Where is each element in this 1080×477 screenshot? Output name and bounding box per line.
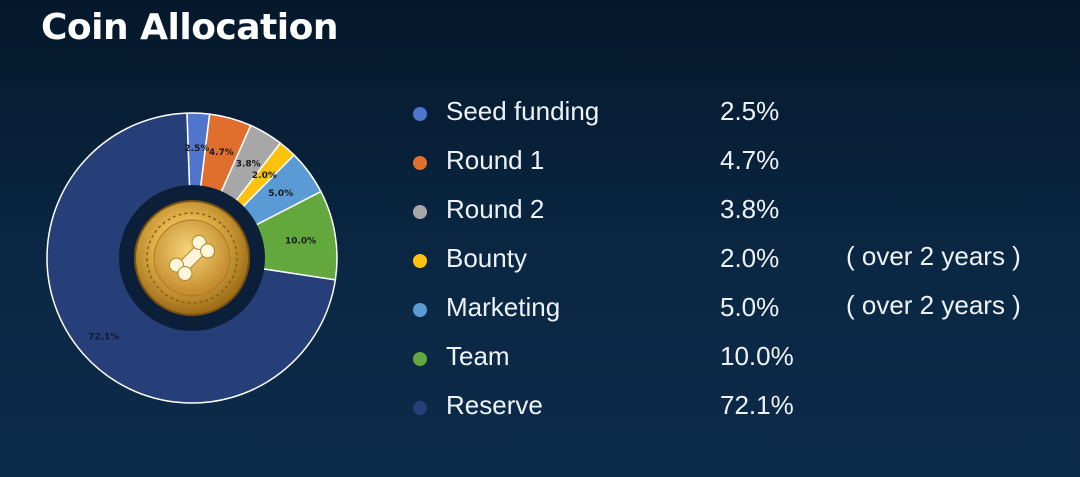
legend-marker-icon: [413, 401, 427, 415]
slice-data-label: 10.0%: [285, 236, 316, 246]
legend-value: 2.5%: [720, 96, 780, 126]
legend-label: Marketing: [446, 292, 561, 322]
legend-item: Reserve 72.1%: [408, 385, 1068, 434]
legend-note: ( over 2 years ): [846, 290, 1021, 320]
legend-value: 10.0%: [720, 341, 794, 371]
slice-data-label: 4.7%: [209, 148, 234, 158]
slice-data-label: 2.5%: [184, 144, 209, 154]
legend-label: Reserve: [446, 390, 543, 420]
legend-marker-icon: [413, 107, 427, 121]
legend-item: Bounty 2.0% ( over 2 years ): [408, 238, 1068, 287]
legend-label: Seed funding: [446, 96, 600, 126]
legend-value: 3.8%: [720, 194, 780, 224]
slice-data-label: 3.8%: [236, 159, 261, 169]
legend-label: Bounty: [446, 243, 527, 273]
legend-item: Marketing 5.0% ( over 2 years ): [408, 287, 1068, 336]
legend-marker-icon: [413, 156, 427, 170]
legend-item: Round 2 3.8%: [408, 189, 1068, 238]
donut-chart: 2.5% 4.7%3.8% 2.0% 5.0% 10.0% 72.1%: [46, 112, 338, 404]
legend-marker-icon: [413, 303, 427, 317]
legend-marker-icon: [413, 352, 427, 366]
legend-value: 5.0%: [720, 292, 780, 322]
legend-marker-icon: [413, 205, 427, 219]
legend-label: Team: [446, 341, 510, 371]
chart-legend: Seed funding 2.5% Round 1 4.7% Round 2 3.8% Bo…: [408, 91, 1068, 434]
slice-data-label: 2.0%: [252, 171, 277, 181]
slice-data-label: 72.1%: [88, 332, 119, 342]
legend-label: Round 2: [446, 194, 545, 224]
legend-value: 4.7%: [720, 145, 780, 175]
legend-item: Seed funding 2.5%: [408, 91, 1068, 140]
legend-value: 2.0%: [720, 243, 780, 273]
page-title: Coin Allocation: [41, 7, 338, 48]
slice-data-label: 5.0%: [268, 189, 293, 199]
legend-value: 72.1%: [720, 390, 794, 420]
legend-item: Team 10.0%: [408, 336, 1068, 385]
legend-label: Round 1: [446, 145, 545, 175]
legend-marker-icon: [413, 254, 427, 268]
legend-item: Round 1 4.7%: [408, 140, 1068, 189]
gold-coin-bone-icon: [134, 200, 250, 316]
legend-note: ( over 2 years ): [846, 241, 1021, 271]
